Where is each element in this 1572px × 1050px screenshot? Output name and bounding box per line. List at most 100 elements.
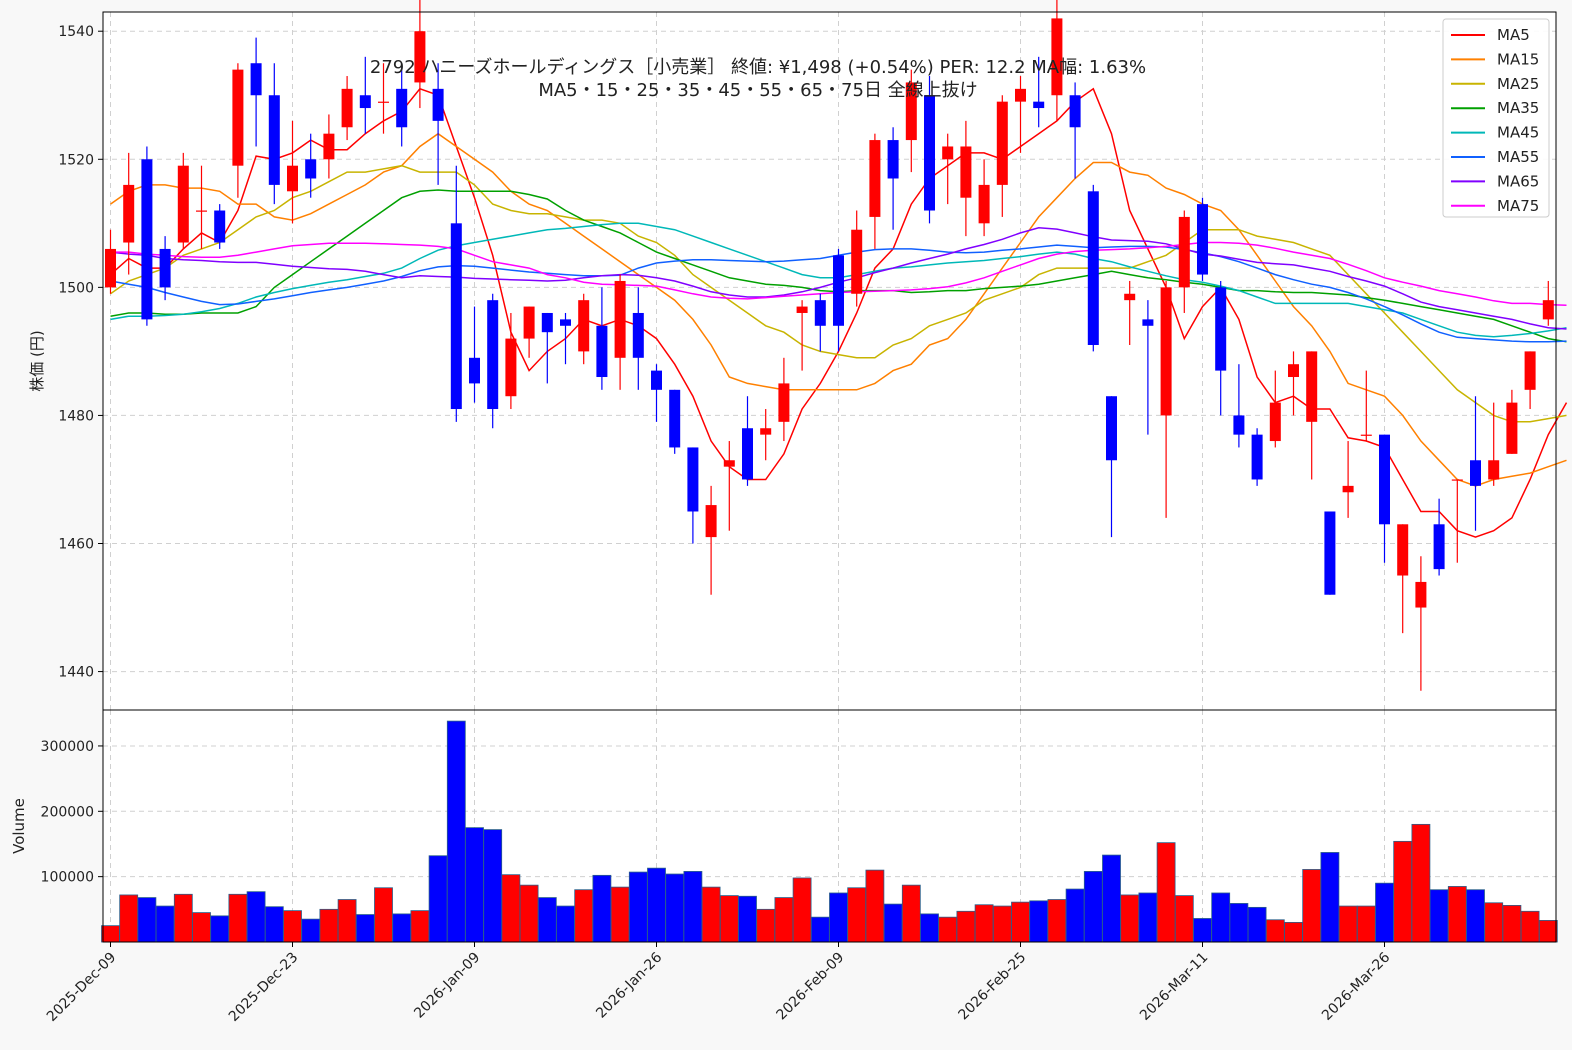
candle-body (651, 370, 662, 390)
candle-body (1142, 319, 1154, 326)
price-tick-label: 1500 (58, 280, 94, 296)
volume-bar (1211, 892, 1231, 943)
candle-body (869, 140, 881, 217)
volume-bar (992, 905, 1012, 943)
candle-body (414, 31, 426, 83)
candle-body (978, 184, 990, 224)
volume-bar (119, 894, 139, 943)
candle-body (1360, 434, 1372, 436)
candle-body (1215, 287, 1227, 371)
candle-body (796, 306, 808, 313)
volume-bar (1120, 894, 1140, 943)
volume-bar (101, 925, 120, 943)
candle-body (560, 319, 571, 326)
candle-body (1197, 204, 1208, 275)
candle-body (159, 248, 171, 288)
volume-bar (392, 913, 412, 943)
volume-bar (774, 897, 794, 943)
candle-body (924, 95, 935, 211)
volume-bar (883, 903, 903, 943)
volume-bar (1502, 905, 1522, 943)
candle-body (1506, 402, 1518, 454)
volume-bar (465, 827, 484, 943)
volume-bar (647, 867, 666, 943)
volume-bar (1338, 905, 1358, 943)
volume-bar (1356, 905, 1376, 943)
candle-body (632, 312, 644, 358)
volume-bar (410, 910, 430, 943)
candlesticks (105, 0, 1554, 691)
candle-body (432, 88, 444, 121)
volume-bar (665, 873, 685, 943)
candle-body (1124, 293, 1136, 301)
volume-bar (246, 891, 266, 943)
candle-body (1069, 95, 1081, 128)
candle-body (396, 88, 408, 128)
candle-body (1542, 300, 1554, 320)
legend-label-ma55: MA55 (1497, 148, 1539, 166)
candle-body (1160, 287, 1172, 416)
volume-bar (283, 910, 302, 943)
volume-bar (1265, 919, 1285, 943)
candle-body (760, 428, 772, 435)
volume-bar (537, 897, 557, 943)
volume-bar (1484, 902, 1504, 943)
candle-body (341, 88, 353, 128)
volume-tick-label: 100000 (41, 870, 94, 886)
price-tick-label: 1460 (58, 537, 94, 553)
volume-bar (1174, 895, 1194, 943)
candle-body (596, 325, 608, 378)
volume-bar (374, 887, 393, 943)
volume-bar (792, 877, 812, 943)
candle-body (214, 210, 226, 243)
candle-body (742, 428, 753, 480)
candle-body (833, 255, 844, 326)
candle-body (1233, 415, 1245, 435)
volume-bar (155, 905, 175, 943)
volume-bar (519, 884, 539, 943)
candle-body (887, 140, 899, 179)
volume-bar (210, 915, 230, 943)
legend-label-ma35: MA35 (1497, 99, 1539, 117)
volume-bar (337, 899, 357, 943)
candle-body (378, 101, 389, 103)
volume-bar (428, 855, 448, 943)
candle-body (1488, 460, 1500, 480)
legend-label-ma25: MA25 (1497, 75, 1539, 93)
legend-label-ma15: MA15 (1497, 50, 1539, 68)
candle-body (305, 159, 317, 179)
volume-bar (1247, 906, 1267, 943)
candle-body (232, 69, 244, 166)
candle-body (687, 447, 699, 512)
candle-body (541, 312, 553, 333)
candle-body (268, 95, 280, 185)
candle-body (123, 184, 135, 243)
volume-bar (847, 887, 867, 943)
candle-body (105, 248, 116, 288)
price-panel: 1440 1460 1480 1500 1520 1540 株価 (円) 2792 ハニー… (28, 0, 1568, 711)
candle-body (177, 165, 189, 243)
candle-body (487, 300, 499, 410)
volume-bars (101, 720, 1558, 943)
volume-bar (1229, 903, 1249, 943)
volume-bar (1284, 921, 1303, 943)
candle-body (942, 146, 954, 160)
volume-bar (1083, 871, 1103, 943)
volume-bar (319, 908, 339, 943)
volume-bar (592, 874, 612, 943)
volume-bar (264, 906, 284, 943)
volume-bar (628, 871, 648, 943)
volume-bar (1047, 899, 1067, 943)
candle-body (1379, 434, 1390, 525)
volume-bar (501, 874, 521, 943)
candle-body (505, 338, 517, 397)
price-y-axis-label: 株価 (円) (28, 330, 46, 391)
candle-body (814, 300, 826, 326)
volume-bar (1011, 901, 1030, 943)
chart-title-line1: 2792 ハニーズホールディングス［小売業］ 終値: ¥1,498 (+0.54… (370, 57, 1146, 78)
candle-body (1106, 396, 1117, 461)
chart-title-line2: MA5・15・25・35・45・55・65・75日 全線上抜け (538, 80, 977, 101)
volume-bar (1138, 892, 1158, 943)
candle-body (1397, 524, 1409, 576)
candle-body (196, 210, 207, 212)
